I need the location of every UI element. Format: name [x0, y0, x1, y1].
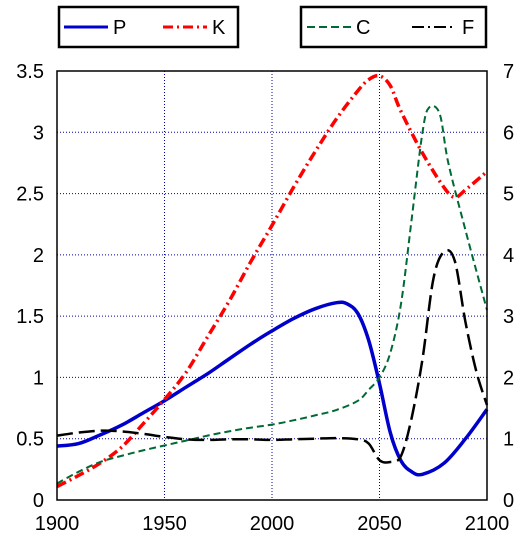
series-layer: [56, 73, 489, 489]
series-line-k: [56, 73, 489, 489]
x-tick-label-3: 2050: [357, 513, 402, 535]
series-line-f: [56, 248, 489, 464]
y-left-tick-label-0: 0: [33, 490, 44, 512]
legend-label-f: F: [462, 17, 474, 39]
x-tick-label-4: 2100: [465, 513, 510, 535]
grid: [57, 71, 487, 500]
plot-frame: [56, 70, 488, 501]
y-right-tick-label-4: 4: [503, 245, 514, 267]
y-right-tick-label-0: 0: [503, 490, 514, 512]
legend-label-p: P: [113, 17, 126, 39]
x-tick-label-1: 1950: [142, 513, 187, 535]
y-left-tick-label-1: 0.5: [16, 429, 44, 451]
series-line-p: [56, 300, 489, 477]
x-tick-label-0: 1900: [35, 513, 80, 535]
y-left-tick-label-7: 3.5: [16, 61, 44, 83]
legend-right: C F: [299, 5, 488, 49]
y-left-tick-label-6: 3: [33, 122, 44, 144]
legend-label-c: C: [356, 17, 370, 39]
y-right-tick-label-7: 7: [503, 61, 514, 83]
y-right-tick-label-5: 5: [503, 184, 514, 206]
y-left-tick-label-3: 1.5: [16, 306, 44, 328]
y-left-tick-label-2: 1: [33, 367, 44, 389]
y-right-tick-label-6: 6: [503, 122, 514, 144]
y-left-tick-label-5: 2.5: [16, 184, 44, 206]
y-left-tick-label-4: 2: [33, 245, 44, 267]
legend-label-k: K: [212, 17, 226, 39]
y-right-tick-label-3: 3: [503, 306, 514, 328]
x-tick-label-2: 2000: [250, 513, 295, 535]
series-line-c: [56, 104, 488, 485]
legend-left: P K: [57, 5, 240, 49]
y-right-tick-label-1: 1: [503, 429, 514, 451]
y-right-tick-label-2: 2: [503, 367, 514, 389]
legend-right-box: [299, 5, 488, 49]
tick-labels: 1900 1950 2000 2050 210000.511.522.533.50123…: [16, 61, 514, 535]
